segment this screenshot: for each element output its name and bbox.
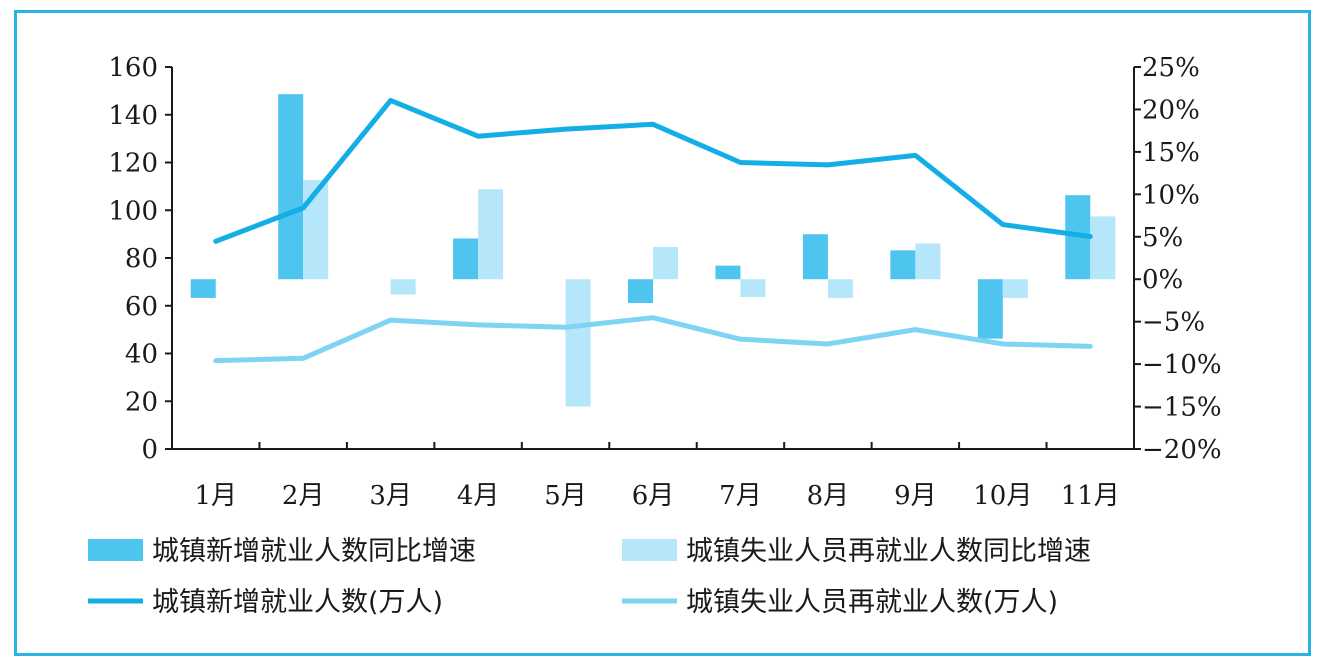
x-tick-label: 6月 (632, 481, 675, 511)
bar-reemp-growth-11 (1090, 216, 1116, 280)
bar-new-growth-8 (802, 234, 828, 280)
legend-label-3: 城镇失业人员再就业人数(万人) (686, 587, 1058, 618)
bars-layer (190, 94, 1116, 407)
x-tick-label: 9月 (894, 481, 937, 511)
y-left-tick-label: 20 (125, 387, 158, 417)
x-tick-label: 2月 (282, 481, 325, 511)
y-right-tick-label: 10% (1142, 180, 1200, 210)
x-tick-label: 11月 (1061, 481, 1120, 511)
y-left-tick-label: 140 (108, 101, 158, 131)
bar-new-growth-2 (278, 94, 304, 280)
bar-reemp-growth-5 (565, 279, 591, 407)
y-left-tick-label: 80 (125, 244, 158, 274)
x-tick-label: 3月 (369, 481, 412, 511)
y-right-tick-label: −10% (1142, 350, 1222, 380)
bar-reemp-growth-3 (390, 279, 416, 295)
x-tick-label: 1月 (194, 481, 237, 511)
bar-reemp-growth-7 (740, 279, 766, 298)
line-new-employment (213, 97, 1093, 244)
y-left-tick-label: 100 (108, 196, 158, 226)
bar-new-growth-1 (190, 279, 216, 298)
x-tick-label: 7月 (719, 481, 762, 511)
line-reemployment (213, 315, 1093, 364)
x-tick-label: 4月 (457, 481, 500, 511)
legend-swatch-0 (88, 539, 143, 561)
y-left-tick-label: 60 (125, 292, 158, 322)
y-right-tick-label: 15% (1142, 138, 1200, 168)
x-tick-label: 10月 (973, 481, 1032, 511)
y-left-tick-label: 40 (125, 340, 158, 370)
y-right-tick-label: −5% (1142, 308, 1205, 338)
axes-layer: 0 20 40 60 80 100 120 140 160 −20% −15% −10% −5% 0% 5%… (108, 53, 1221, 511)
bar-new-growth-9 (890, 250, 916, 280)
y-left-tick-label: 120 (108, 149, 158, 179)
bar-new-growth-4 (453, 238, 479, 280)
bar-reemp-growth-4 (478, 189, 504, 280)
y-left-tick-label: 0 (141, 435, 158, 465)
y-right-tick-label: 25% (1142, 53, 1200, 83)
x-tick-label: 5月 (544, 481, 587, 511)
x-tick-label: 8月 (807, 481, 850, 511)
y-right-tick-label: −20% (1142, 435, 1222, 465)
legend-label-2: 城镇新增就业人数(万人) (152, 587, 443, 618)
y-right-tick-label: 20% (1142, 95, 1200, 125)
legend-label-1: 城镇失业人员再就业人数同比增速 (686, 536, 1091, 567)
legend-label-0: 城镇新增就业人数同比增速 (152, 536, 476, 567)
bar-reemp-growth-8 (827, 279, 853, 298)
y-right-tick-label: −15% (1142, 393, 1222, 423)
lines-layer (213, 97, 1093, 364)
bar-reemp-growth-9 (915, 243, 941, 280)
y-left-tick-label: 160 (108, 53, 158, 83)
bar-reemp-growth-6 (653, 246, 678, 280)
y-right-tick-label: 0% (1142, 265, 1183, 295)
bar-reemp-growth-10 (1002, 279, 1028, 298)
bar-new-growth-7 (715, 265, 741, 280)
y-right-tick-label: 5% (1142, 223, 1183, 253)
legend-swatch-1 (622, 539, 677, 561)
bar-new-growth-10 (977, 279, 1003, 339)
bar-new-growth-6 (628, 279, 653, 303)
